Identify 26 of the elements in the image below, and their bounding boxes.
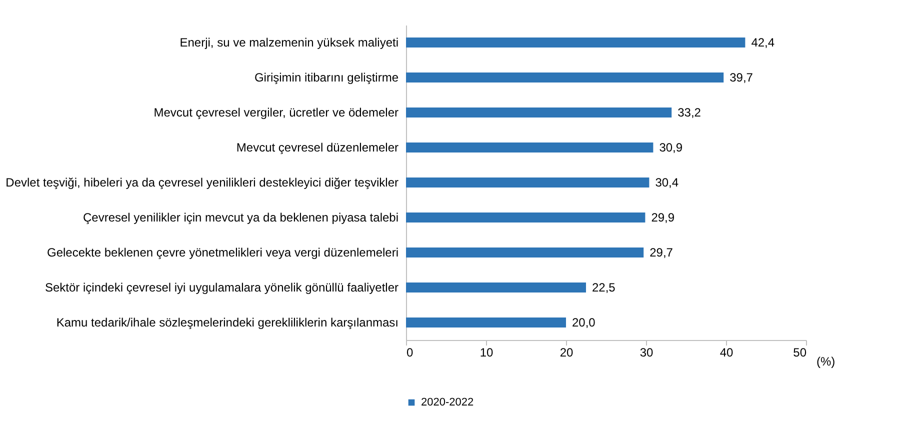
y-tick-label: Mevcut çevresel vergiler, ücretler ve ödemeler [154, 106, 398, 120]
data-label: 33,2 [678, 106, 702, 120]
x-tick-label: 40 [720, 346, 734, 360]
data-label: 39,7 [730, 70, 754, 84]
y-tick-label: Girişimin itibarını geliştirme [254, 70, 399, 84]
y-tick-label: Kamu tedarik/ihale sözleşmelerindeki gerekliliklerin karşılanması [56, 316, 398, 330]
legend-label: 2020-2022 [421, 396, 474, 408]
y-tick-label: Devlet teşviği, hibeleri ya da çevresel yenilikleri destekleyici diğer teşvikler [6, 176, 398, 190]
x-tick-label: 30 [640, 346, 654, 360]
y-tick-label: Enerji, su ve malzemenin yüksek maliyeti [180, 36, 398, 50]
x-tick-label: 20 [560, 346, 574, 360]
y-tick-label: Çevresel yenilikler için mevcut ya da beklenen piyasa talebi [83, 210, 398, 224]
data-label: 29,9 [651, 210, 675, 224]
data-label: 42,4 [751, 36, 775, 50]
y-tick-label: Mevcut çevresel düzenlemeler [236, 140, 398, 154]
data-label: 29,7 [650, 246, 674, 260]
data-label: 30,9 [659, 140, 683, 154]
x-tick-label: 10 [480, 346, 494, 360]
y-tick-label: Gelecekte beklenen çevre yönetmelikleri veya vergi düzenlemeleri [46, 246, 398, 260]
x-tick-label: 0 [406, 346, 414, 360]
x-axis-title: (%) [816, 354, 836, 368]
y-tick-label: Sektör içindeki çevresel iyi uygulamalara yönelik gönüllü faaliyetler [44, 280, 398, 294]
data-label: 22,5 [592, 280, 616, 294]
data-label: 30,4 [655, 176, 679, 190]
x-tick-label: 50 [793, 346, 807, 360]
data-label: 20,0 [572, 316, 596, 330]
